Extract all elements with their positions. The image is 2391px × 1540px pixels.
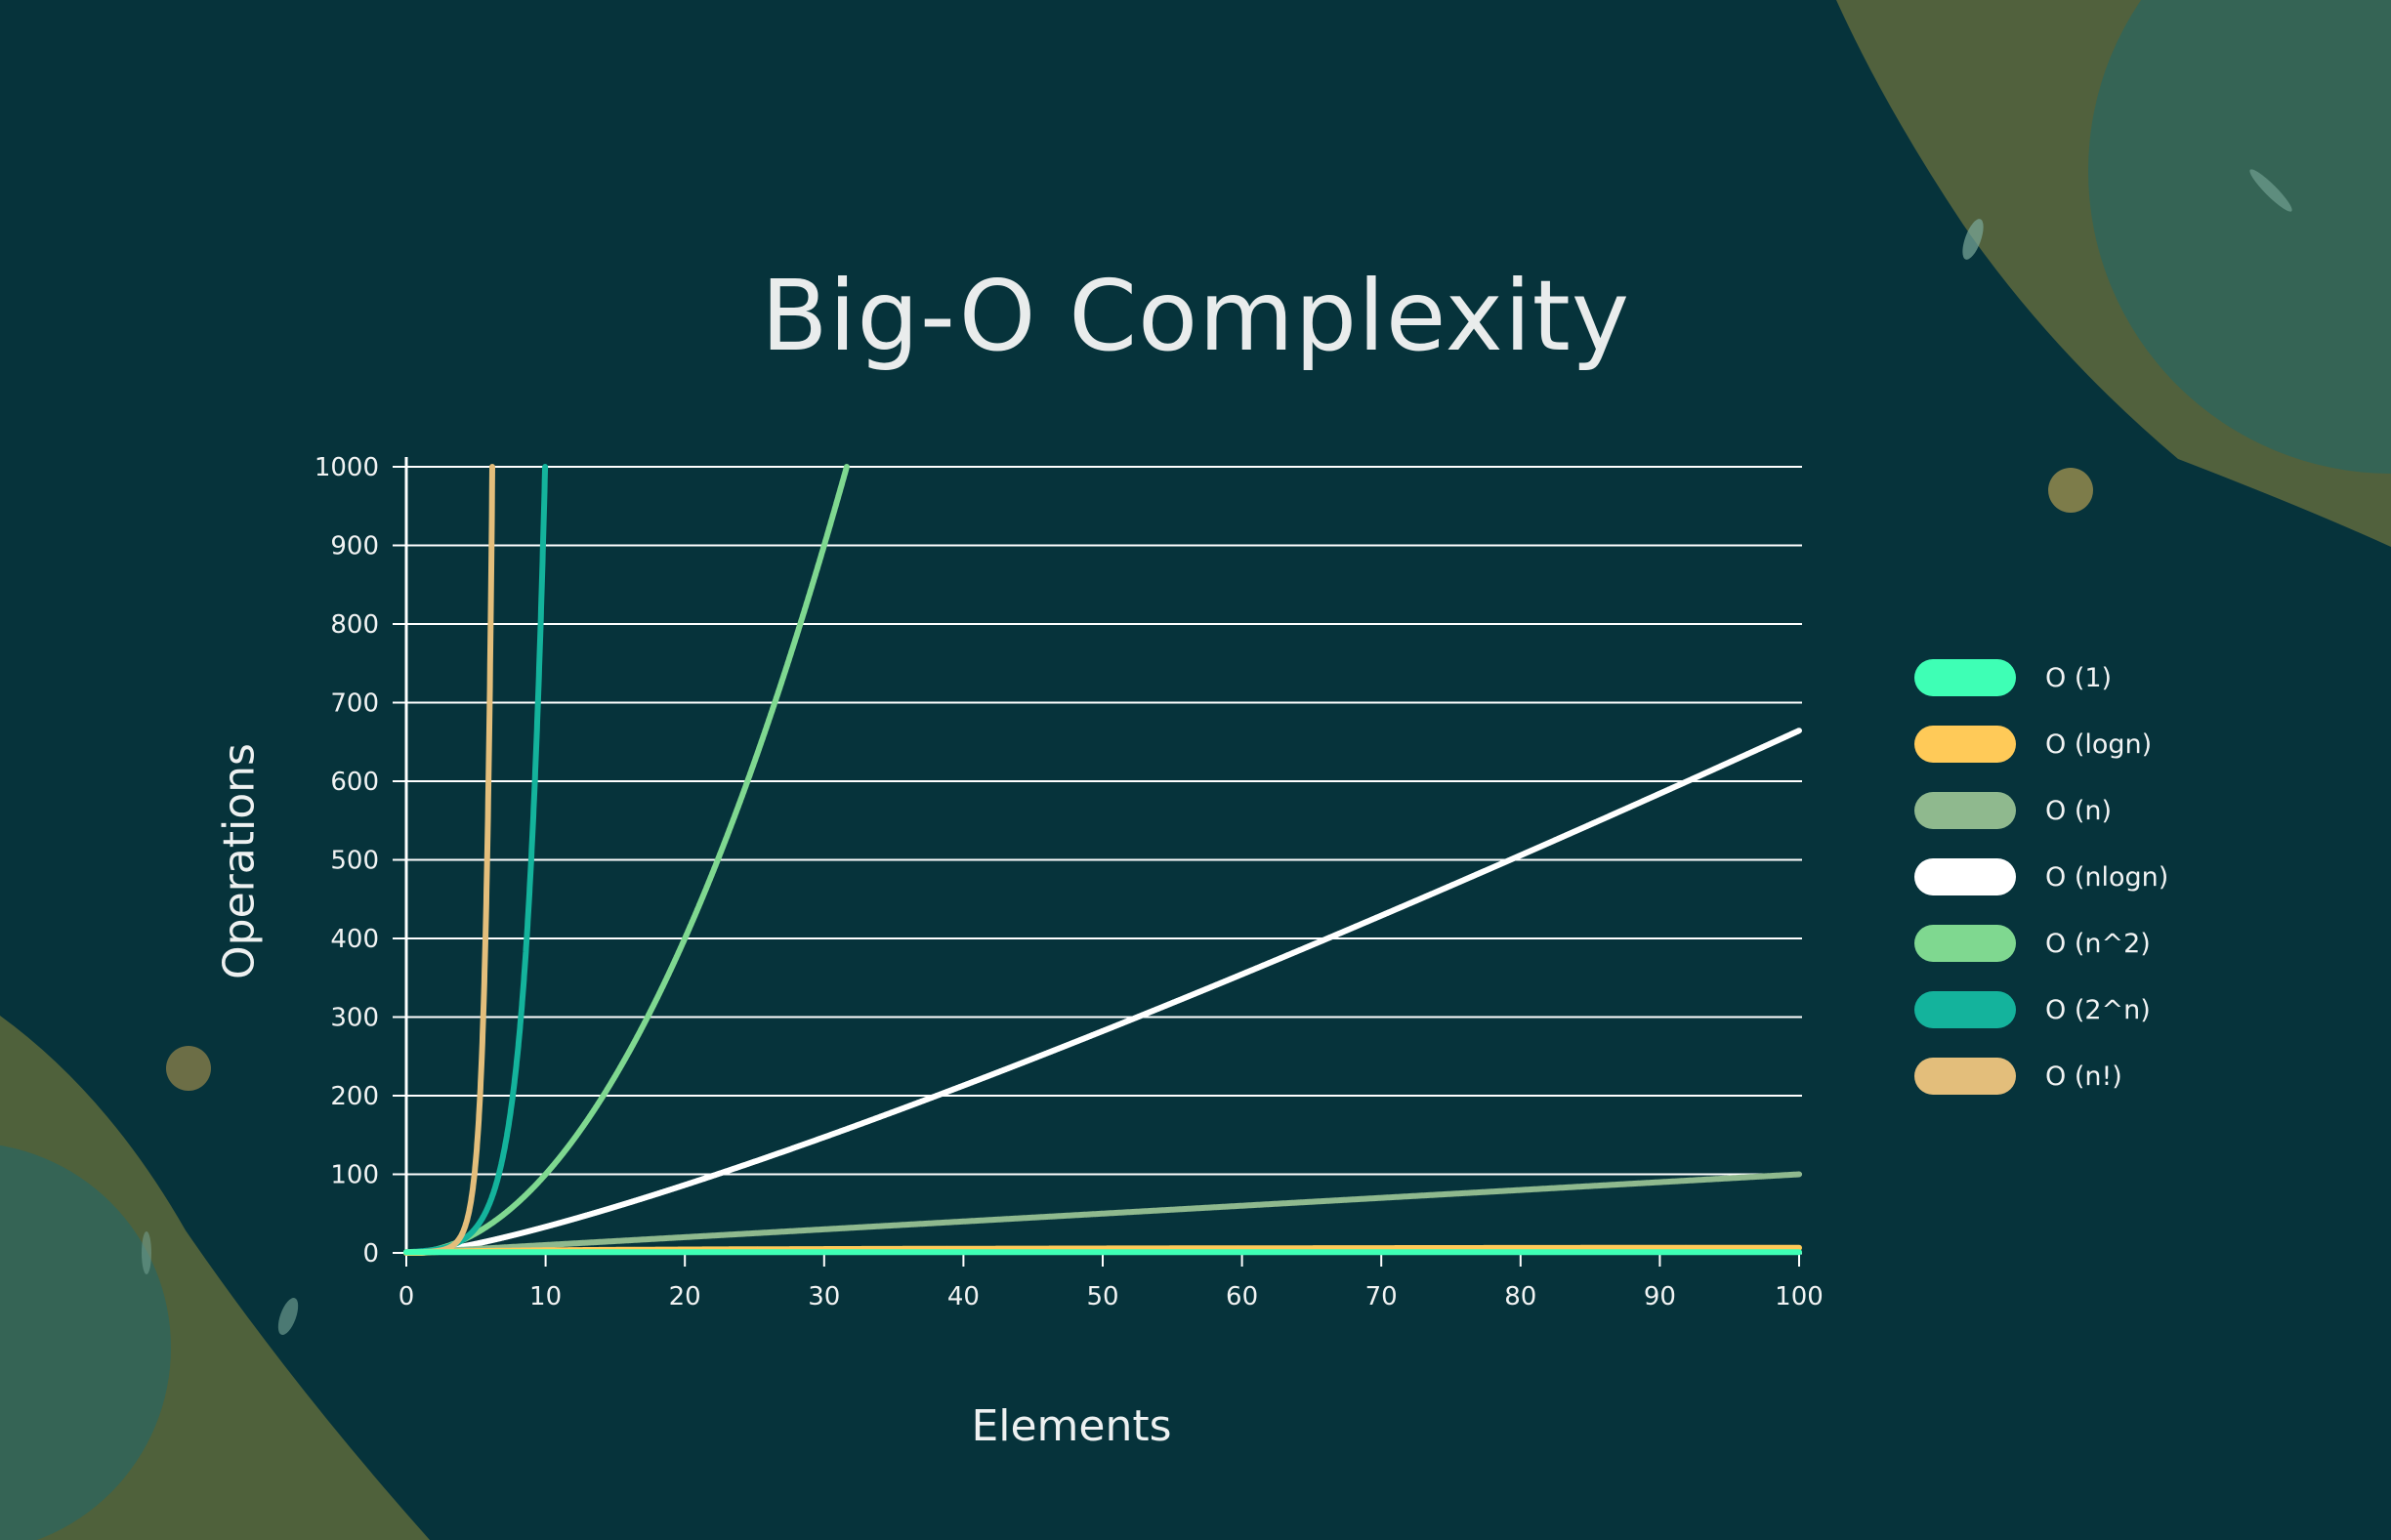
legend-item[interactable]: O (1) (1914, 645, 2168, 711)
y-tick-label: 500 (330, 847, 379, 876)
x-tick-label: 20 (669, 1282, 701, 1311)
series-line-o-nlogn (403, 728, 1802, 1256)
y-tick-label: 100 (330, 1161, 379, 1190)
x-tick-label: 10 (529, 1282, 562, 1311)
x-tick-label: 0 (398, 1282, 415, 1311)
legend-swatch (1914, 792, 2016, 829)
y-tick-label: 800 (330, 610, 379, 640)
y-tick-label: 200 (330, 1082, 379, 1111)
legend-swatch (1914, 1058, 2016, 1095)
x-tick-label: 50 (1086, 1282, 1118, 1311)
x-tick-label: 40 (947, 1282, 980, 1311)
y-tick-label: 400 (330, 925, 379, 954)
legend-label: O (n) (2045, 795, 2113, 826)
legend-swatch (1914, 991, 2016, 1028)
y-tick-label: 900 (330, 532, 379, 562)
legend-swatch (1914, 925, 2016, 962)
legend-swatch (1914, 858, 2016, 895)
legend-label: O (2^n) (2045, 994, 2151, 1025)
legend-item[interactable]: O (nlogn) (1914, 844, 2168, 910)
legend: O (1) O (logn) O (n) O (nlogn) O (n^2) O… (1914, 645, 2168, 1109)
chart-title: Big-O Complexity (760, 259, 1631, 373)
series-line-o-n-2 (403, 464, 850, 1256)
series-line-o-n (403, 1171, 1802, 1256)
axes (404, 457, 1802, 1267)
legend-label: O (logn) (2045, 728, 2153, 760)
dot-bottom-left (166, 1046, 211, 1091)
y-tick-label: 300 (330, 1004, 379, 1033)
legend-label: O (nlogn) (2045, 861, 2169, 893)
x-tick-label: 80 (1504, 1282, 1536, 1311)
x-tick-label: 90 (1644, 1282, 1676, 1311)
leaf-mark-3 (277, 1298, 299, 1335)
leaf-mark-1 (1962, 219, 1984, 260)
legend-label: O (n^2) (2045, 928, 2151, 959)
dot-top-right (2048, 468, 2093, 513)
legend-item[interactable]: O (n!) (1914, 1043, 2168, 1109)
leaf-mark-2 (2249, 169, 2292, 212)
legend-label: O (n!) (2045, 1061, 2122, 1092)
y-tick-label: 1000 (315, 453, 379, 482)
leaf-mark-4 (142, 1231, 151, 1274)
legend-item[interactable]: O (n) (1914, 777, 2168, 844)
x-tick-label: 100 (1775, 1282, 1824, 1311)
corner-circle-top-right (2088, 0, 2391, 474)
legend-label: O (1) (2045, 662, 2113, 693)
legend-item[interactable]: O (n^2) (1914, 910, 2168, 977)
y-tick-label: 0 (362, 1239, 379, 1269)
corner-circle-bottom-left (0, 1145, 171, 1540)
legend-item[interactable]: O (logn) (1914, 711, 2168, 777)
x-tick-label: 60 (1226, 1282, 1258, 1311)
x-tick-label: 30 (808, 1282, 840, 1311)
x-tick-label: 70 (1365, 1282, 1398, 1311)
legend-item[interactable]: O (2^n) (1914, 977, 2168, 1043)
y-tick-label: 600 (330, 768, 379, 797)
legend-swatch (1914, 659, 2016, 696)
legend-swatch (1914, 726, 2016, 763)
grid-lines (393, 466, 1802, 1254)
series-lines (403, 464, 1802, 1256)
y-tick-label: 700 (330, 689, 379, 719)
y-axis-label: Operations (214, 743, 265, 979)
x-axis-label: Elements (971, 1401, 1172, 1451)
tick-labels: 0 100 200 300 400 500 600 700 800 900 1000 0 10 20 30 4… (315, 453, 1824, 1311)
